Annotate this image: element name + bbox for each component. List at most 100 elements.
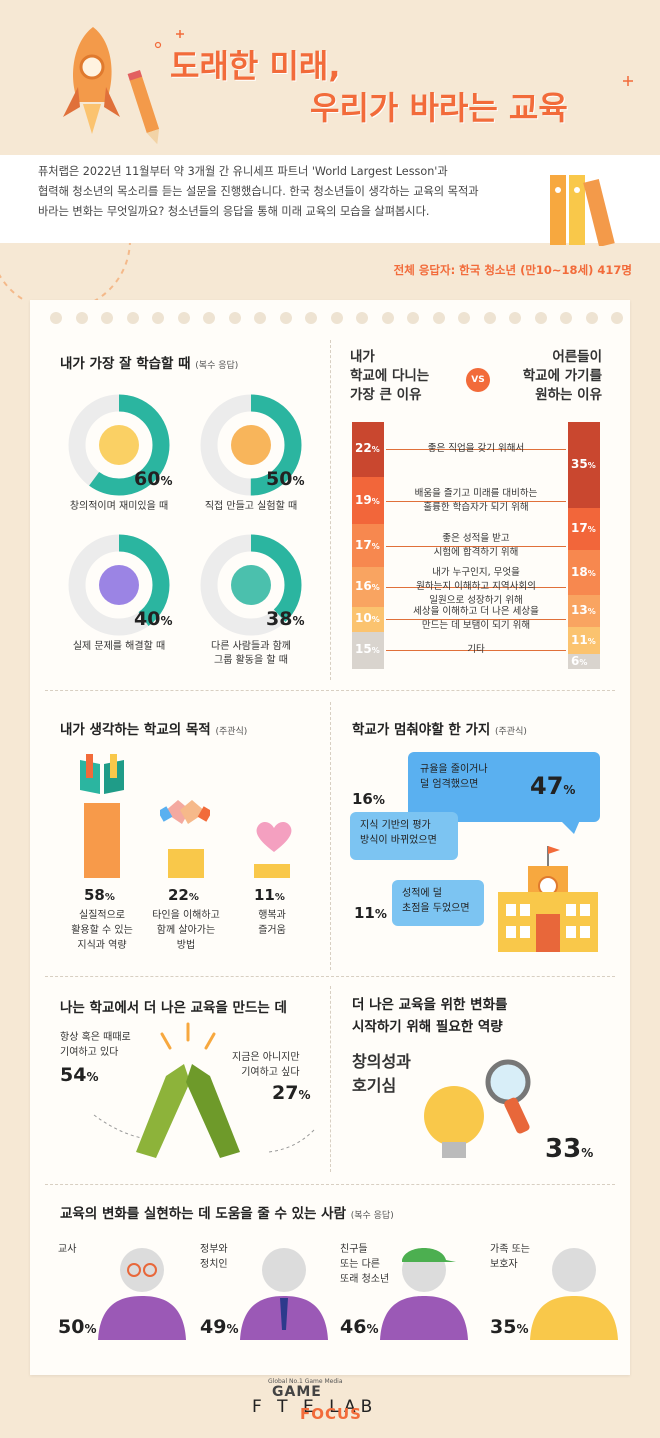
contribute-label-2: 지금은 아니지만 기여하고 싶다 bbox=[232, 1050, 300, 1080]
reason-label-line: 훌륭한 학습자가 되기 위해 bbox=[423, 501, 529, 513]
donut-label: 다른 사람들과 함께 그룹 활동을 할 때 bbox=[186, 640, 316, 668]
lightbulb-icon bbox=[99, 425, 139, 465]
competency-pct: 33% bbox=[545, 1134, 594, 1164]
binder-hole bbox=[203, 312, 215, 324]
divider bbox=[45, 1184, 615, 1185]
reason-pct-value: 10 bbox=[355, 611, 372, 626]
reasons-title-right-line: 학교에 가기를 bbox=[522, 368, 602, 384]
person-label: 정부와 정치인 bbox=[200, 1242, 228, 1272]
binder-hole bbox=[483, 312, 496, 324]
donut-arc bbox=[200, 394, 302, 496]
stop-pct-2: 16% bbox=[352, 790, 385, 808]
reason-label-line: 일원으로 성장하기 위해 bbox=[429, 594, 523, 606]
reason-pct: 18% bbox=[571, 564, 596, 579]
stop-bubble-line: 성적에 덜 bbox=[402, 888, 442, 899]
reason-pct-value: 15 bbox=[355, 642, 372, 657]
purpose-bar bbox=[168, 849, 204, 878]
divider bbox=[330, 986, 331, 1172]
logo-game: GAME bbox=[272, 1384, 322, 1400]
binder-hole bbox=[356, 312, 368, 324]
binder-hole bbox=[254, 312, 266, 324]
learning-title: 내가 가장 잘 학습할 때 (복수 응답) bbox=[60, 352, 238, 372]
reason-bar-segment bbox=[352, 422, 384, 477]
person-pct-value: 49 bbox=[200, 1316, 227, 1338]
contribute-pct-1: 54% bbox=[60, 1064, 99, 1086]
bubble-tail bbox=[560, 820, 580, 834]
stop-pct-3: 11% bbox=[354, 904, 387, 922]
reason-label-line: 기타 bbox=[467, 644, 485, 656]
binder-hole bbox=[381, 312, 394, 324]
reason-pct: 17% bbox=[355, 537, 380, 552]
teacher-icon bbox=[98, 1248, 186, 1340]
person-label-line: 교사 bbox=[58, 1244, 77, 1255]
reason-label: 좋은 성적을 받고 시험에 합격하기 위해 bbox=[386, 532, 566, 560]
puzzle-icon bbox=[99, 565, 139, 605]
stop-bubble-3: 성적에 덜 초점을 두었으면 bbox=[392, 880, 484, 926]
divider bbox=[330, 702, 331, 970]
reason-pct: 17% bbox=[571, 521, 596, 536]
stop-bubble-line: 덜 엄격했으면 bbox=[420, 779, 479, 790]
binder-hole bbox=[560, 312, 572, 324]
donut-pct-value: 38 bbox=[266, 608, 293, 630]
reason-label-line: 세상을 이해하고 더 나은 세상을 bbox=[413, 606, 539, 618]
binder-hole bbox=[101, 312, 113, 324]
binder-hole bbox=[75, 312, 88, 324]
person-pct: 50% bbox=[58, 1316, 97, 1338]
reason-bar-segment bbox=[568, 654, 600, 669]
purpose-pct-value: 58 bbox=[84, 886, 105, 904]
peer-icon bbox=[380, 1248, 468, 1340]
reasons-title-left-line: 가장 큰 이유 bbox=[350, 387, 422, 403]
donut-chart bbox=[68, 534, 170, 636]
purpose-label-line: 함께 살아가는 bbox=[156, 925, 216, 936]
person-pct-value: 35 bbox=[490, 1316, 517, 1338]
donut-pct-value: 60 bbox=[134, 468, 161, 490]
person-label: 친구들 또는 다른 또래 청소년 bbox=[340, 1242, 389, 1287]
contribute-label-line: 항상 혹은 때때로 bbox=[60, 1032, 131, 1043]
reason-bar-segment bbox=[568, 594, 600, 627]
reasons-title-right: 어른들이 학교에 가기를 원하는 이유 bbox=[523, 348, 602, 405]
purpose-label-line: 행복과 bbox=[258, 910, 286, 921]
reason-bar-segment bbox=[568, 422, 600, 509]
competency-label-line: 호기심 bbox=[352, 1076, 397, 1095]
binder-hole bbox=[585, 312, 598, 324]
reason-label-line: 내가 누구인지, 무엇을 bbox=[432, 566, 520, 578]
donut-label: 직접 만들고 실험할 때 bbox=[186, 500, 316, 514]
high-five-icon bbox=[93, 1022, 315, 1158]
divider bbox=[45, 976, 615, 977]
reason-bar-segment bbox=[352, 566, 384, 607]
reason-connector bbox=[386, 449, 566, 451]
reason-pct-value: 18 bbox=[571, 564, 588, 579]
purpose-title: 내가 생각하는 학교의 목적 (주관식) bbox=[60, 718, 247, 738]
purpose-pct: 11% bbox=[254, 886, 285, 904]
donut-label-line: 실제 문제를 해결할 때 bbox=[72, 641, 166, 652]
purpose-pct: 58% bbox=[84, 886, 115, 904]
stop-bubble-line: 지식 기반의 평가 bbox=[360, 820, 431, 831]
contribute-label-1: 항상 혹은 때때로 기여하고 있다 bbox=[60, 1030, 131, 1060]
purpose-subtitle: (주관식) bbox=[215, 727, 248, 737]
purpose-label: 행복과 즐거움 bbox=[232, 908, 312, 938]
purpose-label: 타인을 이해하고 함께 살아가는 방법 bbox=[146, 908, 226, 953]
contribute-pct-value: 27 bbox=[272, 1082, 299, 1104]
stop-bubble-1: 규율을 줄이거나 덜 엄격했으면 bbox=[408, 752, 600, 822]
competency-label: 창의성과 호기심 bbox=[352, 1050, 411, 1098]
footer: Global No.1 Game Media GAME F T E LAB FO… bbox=[0, 1375, 660, 1438]
handshake-icon bbox=[160, 800, 210, 824]
person-pct: 35% bbox=[490, 1316, 529, 1338]
page-title-line1: 도래한 미래, bbox=[170, 47, 341, 85]
lightbulb-magnifier-icon bbox=[424, 1059, 531, 1158]
reason-pct: 19% bbox=[355, 492, 380, 507]
reason-bar-segment bbox=[352, 524, 384, 567]
stop-bubble-2: 지식 기반의 평가 방식이 바뀌었으면 bbox=[350, 812, 458, 860]
stop-bubble-line: 방식이 바뀌었으면 bbox=[360, 835, 437, 846]
reason-pct: 35% bbox=[571, 457, 596, 472]
competency-label-line: 창의성과 bbox=[352, 1052, 411, 1071]
heart-icon bbox=[256, 822, 292, 852]
donut-pct-value: 40 bbox=[134, 608, 161, 630]
stop-pct-1: 47% bbox=[530, 772, 576, 800]
reason-label: 기타 bbox=[386, 643, 566, 657]
donut-label: 실제 문제를 해결할 때 bbox=[54, 640, 184, 654]
reason-pct: 6% bbox=[571, 653, 588, 668]
donut-chart bbox=[200, 394, 302, 496]
reason-label-line: 원하는지 이해하고 지역사회의 bbox=[416, 580, 536, 592]
vs-badge: VS bbox=[466, 368, 490, 392]
